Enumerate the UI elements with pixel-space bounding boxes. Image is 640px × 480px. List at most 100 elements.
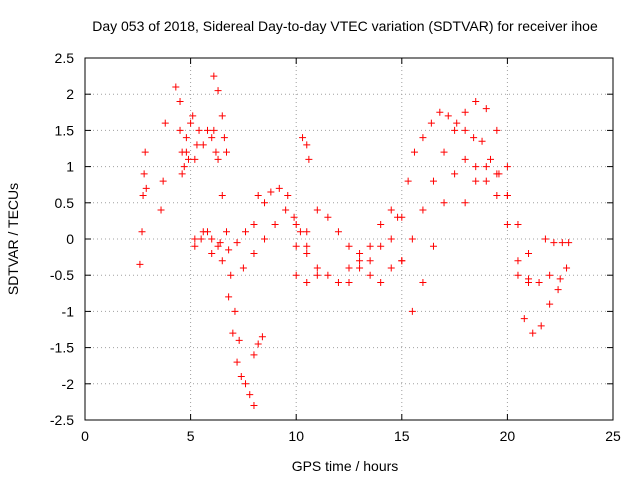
data-point xyxy=(482,105,490,113)
series-arc-o xyxy=(292,235,406,286)
data-point xyxy=(419,278,427,286)
data-point xyxy=(261,235,269,243)
data-point xyxy=(172,83,180,91)
data-point xyxy=(197,235,205,243)
data-point xyxy=(493,170,501,178)
series-arc-t xyxy=(461,163,533,257)
data-point xyxy=(182,134,190,142)
data-point xyxy=(451,126,459,134)
series-arc-c xyxy=(172,83,203,178)
data-point xyxy=(345,264,353,272)
data-point xyxy=(520,315,528,323)
data-point xyxy=(187,119,195,127)
data-point xyxy=(313,206,321,214)
data-point xyxy=(419,206,427,214)
data-point xyxy=(440,199,448,207)
data-point xyxy=(398,213,406,221)
series-arc-a xyxy=(136,148,150,268)
data-point xyxy=(199,228,207,236)
data-point xyxy=(303,228,311,236)
y-tick-label: 0 xyxy=(66,231,74,247)
data-point xyxy=(178,148,186,156)
data-point xyxy=(191,242,199,250)
data-point xyxy=(271,221,279,229)
data-point xyxy=(157,206,165,214)
data-point xyxy=(356,249,364,257)
data-point xyxy=(250,402,258,410)
data-point xyxy=(290,213,298,221)
data-point xyxy=(419,134,427,142)
data-point xyxy=(451,170,459,178)
data-point xyxy=(250,221,258,229)
grid xyxy=(85,58,613,420)
data-point xyxy=(377,242,385,250)
data-point xyxy=(436,108,444,116)
data-point xyxy=(313,271,321,279)
data-point xyxy=(208,134,216,142)
data-point xyxy=(141,148,149,156)
data-point xyxy=(214,242,222,250)
y-tick-label: -2 xyxy=(62,376,75,392)
data-point xyxy=(356,264,364,272)
data-point xyxy=(514,257,522,265)
data-point xyxy=(184,155,192,163)
y-tick-label: 1 xyxy=(66,159,74,175)
data-point xyxy=(514,221,522,229)
data-point xyxy=(212,148,220,156)
data-point xyxy=(525,249,533,257)
data-point xyxy=(345,242,353,250)
data-point xyxy=(482,177,490,185)
data-point xyxy=(195,126,203,134)
series-arc-l xyxy=(239,206,321,279)
y-tick-label: 2.5 xyxy=(55,50,75,66)
axis-ticks xyxy=(84,57,614,421)
tick-labels: 0 5 10 15 20 25 -2.5 -2 -1.5 -1 -0.5 0 0.5 1 1.5 2 2.5 xyxy=(50,50,621,444)
y-axis-title: SDTVAR / TECUs xyxy=(5,183,21,295)
x-tick-label: 5 xyxy=(187,428,195,444)
data-point xyxy=(565,239,573,247)
data-point xyxy=(254,340,262,348)
series-arc-m xyxy=(299,134,313,163)
x-tick-label: 0 xyxy=(81,428,89,444)
x-tick-label: 25 xyxy=(605,428,621,444)
data-points xyxy=(136,72,573,410)
data-point xyxy=(503,221,511,229)
data-point xyxy=(550,239,558,247)
series-arc-e xyxy=(199,126,220,156)
series-arc-n xyxy=(292,206,395,286)
x-axis-title: GPS time / hours xyxy=(292,458,399,474)
series-arc-i xyxy=(250,333,266,359)
data-point xyxy=(478,137,486,145)
y-tick-label: -2.5 xyxy=(50,412,74,428)
data-point xyxy=(558,239,566,247)
data-point xyxy=(250,351,258,359)
data-point xyxy=(261,199,269,207)
data-point xyxy=(140,170,148,178)
series-arc-f xyxy=(210,72,231,156)
data-point xyxy=(529,329,537,337)
data-point xyxy=(210,126,218,134)
data-point xyxy=(136,260,144,268)
y-tick-label: -0.5 xyxy=(50,267,74,283)
data-point xyxy=(242,380,250,388)
data-point xyxy=(250,249,258,257)
data-point xyxy=(231,307,239,315)
data-point xyxy=(440,148,448,156)
data-point xyxy=(229,329,237,337)
x-tick-label: 15 xyxy=(394,428,410,444)
data-point xyxy=(303,141,311,149)
data-point xyxy=(429,177,437,185)
data-point xyxy=(210,72,218,80)
series-arc-w xyxy=(541,235,573,247)
data-point xyxy=(387,264,395,272)
series-arc-u xyxy=(514,264,571,286)
data-point xyxy=(470,134,478,142)
data-point xyxy=(541,235,549,243)
data-point xyxy=(461,126,469,134)
data-point xyxy=(487,155,495,163)
data-point xyxy=(214,155,222,163)
data-point xyxy=(537,322,545,330)
series-arc-p xyxy=(345,206,402,286)
data-point xyxy=(178,170,186,178)
data-point xyxy=(246,391,254,399)
